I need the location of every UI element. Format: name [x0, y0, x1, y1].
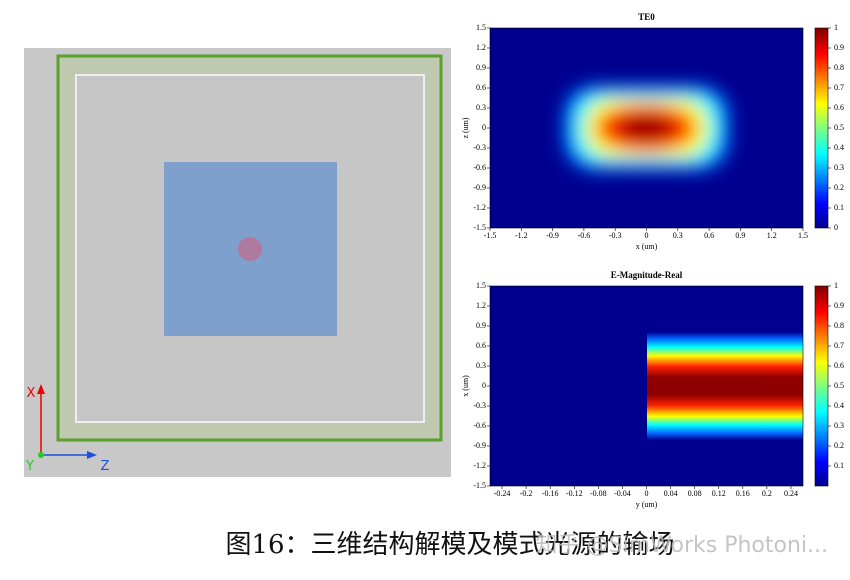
colorbar-tick-label: 0.4: [834, 143, 844, 152]
colorbar-tick-label: 0.5: [834, 123, 844, 132]
colorbar-tick-label: 1: [834, 281, 838, 290]
y-tick-label: 0.6: [476, 83, 486, 92]
y-tick-label: 0: [482, 123, 486, 132]
colorbar-tick-label: 0.1: [834, 461, 844, 470]
caption: 图16：三维结构解模及模式光源的输场: [225, 530, 674, 560]
chart-title: TE0: [638, 12, 655, 22]
chart-title: E-Magnitude-Real: [611, 270, 683, 280]
colorbar-tick-label: 0.7: [834, 341, 844, 350]
x-tick-label: -1.5: [484, 231, 497, 240]
y-tick-label: 0.9: [476, 63, 486, 72]
y-tick-label: 0: [482, 381, 486, 390]
y-tick-label: -0.6: [473, 421, 486, 430]
axis-label: Z: [101, 459, 110, 474]
y-tick-label: -0.9: [473, 441, 486, 450]
axis-y: [38, 452, 44, 458]
y-tick-label: 1.2: [476, 301, 486, 310]
y-tick-label: 0.9: [476, 321, 486, 330]
y-axis-label: z (um): [461, 117, 470, 138]
x-axis-label: y (um): [636, 500, 658, 509]
field: [563, 85, 730, 171]
y-tick-label: 0.6: [476, 341, 486, 350]
x-tick-label: -0.12: [566, 489, 583, 498]
view-3d: X Y Z: [24, 48, 451, 477]
colorbar-tick-label: 0.6: [834, 103, 844, 112]
field-level: [618, 116, 674, 140]
x-tick-label: -1.2: [515, 231, 528, 240]
y-tick-label: 1.5: [476, 281, 486, 290]
colorbar-tick-label: 0.2: [834, 183, 844, 192]
x-tick-label: 0: [645, 489, 649, 498]
y-tick-label: -1.5: [473, 223, 486, 232]
y-tick-label: 1.5: [476, 23, 486, 32]
y-tick-label: -0.6: [473, 163, 486, 172]
x-tick-label: 0.3: [673, 231, 683, 240]
colorbar-tick-label: 0.8: [834, 321, 844, 330]
x-tick-label: -0.6: [578, 231, 591, 240]
y-tick-label: -0.3: [473, 143, 486, 152]
x-tick-label: -0.3: [609, 231, 622, 240]
x-tick-label: 0.2: [762, 489, 772, 498]
colorbar: [814, 285, 829, 487]
y-tick-label: -1.5: [473, 481, 486, 490]
x-tick-label: 0.04: [664, 489, 678, 498]
waveguide: [238, 237, 262, 261]
x-tick-label: 0.6: [704, 231, 714, 240]
x-tick-label: 1.2: [767, 231, 777, 240]
arrow: [87, 451, 97, 459]
axis-label: Y: [25, 459, 34, 474]
colorbar-tick-label: 0.2: [834, 441, 844, 450]
y-axis-label: x (um): [461, 375, 470, 397]
x-tick-label: 0: [645, 231, 649, 240]
colorbar-tick-label: 0.4: [834, 401, 844, 410]
y-tick-label: 0.3: [476, 361, 486, 370]
colorbar-tick-label: 0.9: [834, 43, 844, 52]
colorbar-tick-label: 0.1: [834, 203, 844, 212]
x-tick-label: -0.9: [546, 231, 559, 240]
x-tick-label: 0.16: [736, 489, 750, 498]
x-tick-label: 0.24: [784, 489, 798, 498]
colorbar-tick-label: 1: [834, 23, 838, 32]
x-tick-label: -0.08: [590, 489, 607, 498]
y-tick-label: -0.9: [473, 183, 486, 192]
field-map: [490, 28, 803, 228]
y-tick-label: 0.3: [476, 103, 486, 112]
x-tick-label: -0.24: [494, 489, 511, 498]
colorbar: [814, 27, 829, 229]
colorbar-tick-label: 0.5: [834, 381, 844, 390]
x-tick-label: 0.08: [688, 489, 702, 498]
y-tick-label: -0.3: [473, 401, 486, 410]
watermark: 知乎 @SimWorks Photoni...: [536, 533, 828, 558]
x-tick-label: 1.5: [798, 231, 808, 240]
colorbar-tick-label: 0.3: [834, 421, 844, 430]
x-tick-label: -0.04: [614, 489, 631, 498]
x-tick-label: 0.9: [735, 231, 745, 240]
y-tick-label: 1.2: [476, 43, 486, 52]
colorbar-tick-label: 0.6: [834, 361, 844, 370]
x-tick-label: -0.2: [520, 489, 533, 498]
x-tick-label: 0.12: [712, 489, 726, 498]
colorbar-tick-label: 0.8: [834, 63, 844, 72]
field-map: [490, 286, 803, 486]
colorbar-tick-label: 0: [834, 223, 838, 232]
arrow: [37, 384, 45, 394]
axis-label: X: [27, 386, 36, 401]
colorbar-tick-label: 0.3: [834, 163, 844, 172]
y-tick-label: -1.2: [473, 461, 486, 470]
x-axis-label: x (um): [636, 242, 658, 251]
colorbar-tick-label: 0.7: [834, 83, 844, 92]
y-tick-label: -1.2: [473, 203, 486, 212]
field: [647, 332, 803, 440]
x-tick-label: -0.16: [542, 489, 559, 498]
colorbar-tick-label: 0.9: [834, 301, 844, 310]
